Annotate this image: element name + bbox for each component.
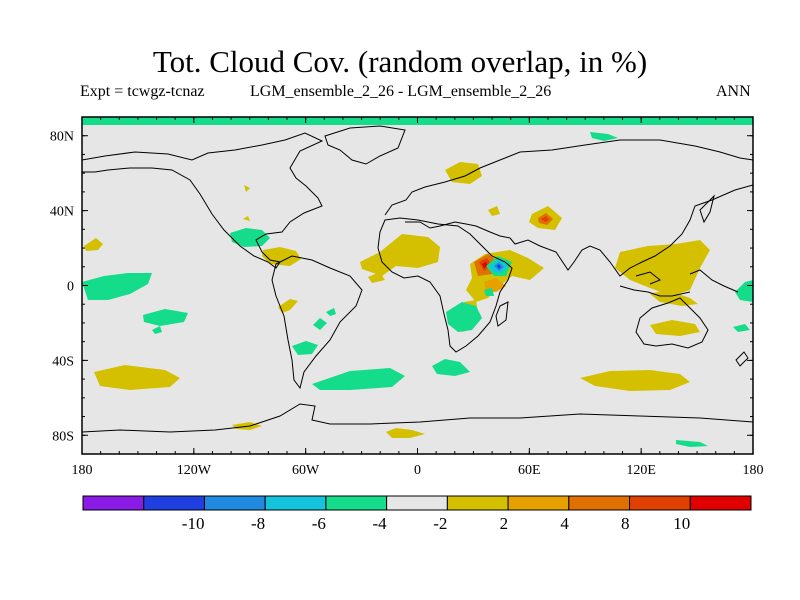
ensemble-label: LGM_ensemble_2_26 - LGM_ensemble_2_26 [250,83,552,100]
region-neg [82,273,152,300]
region-pos [386,428,425,438]
region-pos [278,299,298,313]
coastline-south-america [271,255,363,390]
lon-tick-label: 180 [72,463,93,478]
coastline-eurasia [384,139,753,277]
coastline-greenland [324,125,406,165]
colorbar-bin [143,495,205,511]
colorbar-bin [325,495,388,511]
colorbar-label: 2 [500,514,509,533]
colorbar-bin [629,495,691,511]
lat-tick-label: 40S [52,354,74,369]
season-label: ANN [716,83,751,100]
colorbar-label: 10 [673,514,690,533]
coastline-japan [699,194,715,224]
region-neg [432,359,470,376]
coastlines [82,125,753,433]
region-pos [650,320,700,336]
colorbar-bin [689,495,752,511]
lon-tick-label: 0 [414,463,421,478]
coastline-new-zealand [735,351,749,367]
region-neg [152,326,162,334]
region-neg [143,309,188,326]
region-pos [650,290,698,306]
region-pos [445,162,482,184]
region-neg [230,228,270,247]
colorbar-bin [568,495,631,511]
coastline-indonesia [619,269,739,297]
region-pos [84,238,103,251]
lat-tick-label: 80S [52,429,74,444]
lat-tick-label: 80N [50,130,74,145]
region-neg [292,341,318,355]
coastline-north-america [82,132,324,269]
lon-tick-label: 60W [292,463,320,478]
lat-tick-label: 40N [50,205,74,220]
region-neg [733,324,750,332]
colorbar: -10 -8 -6 -4 -2 2 4 8 10 [82,495,752,533]
axis-ticks: 180 120W 60W 0 60E 120E 180 80N 40N 0 40S 80S [50,116,764,478]
region-neg [484,288,494,296]
colorbar-bin [264,495,327,511]
region-pos [360,234,440,276]
colorbar-label: -8 [251,514,265,533]
coastline-australia [635,297,709,349]
coastline-madagascar [495,301,509,327]
region-pos [615,240,710,296]
region-pos [580,370,690,391]
lon-tick-label: 120E [626,463,656,478]
coastline-antarctica [82,403,753,433]
region-pos [488,206,500,216]
colorbar-bin [446,495,509,511]
region-pos-strong [541,216,549,222]
region-neg [676,440,708,447]
region-neg [344,372,360,378]
region-neg [590,132,618,141]
colorbar-label: -4 [372,514,387,533]
region-neg [313,318,327,330]
map-title: Tot. Cloud Cov. (random overlap, in %) [152,44,648,79]
coastline-africa [377,217,513,353]
map-background [82,117,753,454]
colorbar-bin [507,495,570,511]
colorbar-label: -10 [182,514,205,533]
region-pos [368,272,385,283]
lon-tick-label: 120W [177,463,212,478]
lon-tick-label: 60E [518,463,541,478]
region-pos [244,185,250,192]
colorbar-label: 4 [560,514,569,533]
region-pos [243,216,250,221]
region-pos-strong [484,278,506,292]
colorbar-bin [386,495,448,511]
lat-tick-label: 0 [67,280,74,295]
colorbar-label: -2 [433,514,447,533]
colorbar-bin [203,495,266,511]
colorbar-bin [82,495,145,511]
region-neg [446,302,482,332]
colorbar-label: -6 [312,514,326,533]
lon-tick-label: 180 [743,463,764,478]
experiment-label: Expt = tcwgz-tcnaz [80,83,205,100]
region-neg [312,368,405,390]
region-pos [94,365,180,390]
region-pos [262,247,301,266]
region-neg [326,308,336,316]
region-neg-strong [497,264,501,269]
colorbar-label: 8 [621,514,630,533]
